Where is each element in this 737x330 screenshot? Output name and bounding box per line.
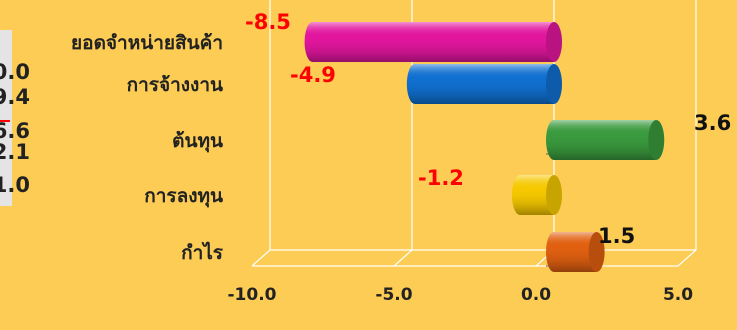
- side-panel: [0, 30, 12, 206]
- chart-bars: [304, 22, 665, 272]
- category-label: กำไร: [181, 241, 224, 264]
- left-number: 0.0: [0, 60, 30, 84]
- category-label: การลงทุน: [144, 185, 223, 208]
- bar: [546, 120, 665, 160]
- left-number: 2.1: [0, 140, 30, 164]
- x-tick-labels: -10.0 -5.0 0.0 5.0: [228, 285, 694, 305]
- x-tick-label: -5.0: [375, 285, 412, 305]
- category-label: ยอดจำหน่ายสินค้า: [71, 32, 223, 54]
- left-number: 6.6: [0, 119, 30, 143]
- value-label: -1.2: [418, 166, 464, 190]
- value-labels: -8.5 -4.9 3.6 -1.2 1.5: [245, 10, 731, 248]
- gridline-depth: [393, 249, 413, 267]
- bar: [511, 175, 562, 215]
- gridline-depth: [251, 249, 271, 267]
- value-label: -4.9: [290, 63, 336, 87]
- x-tick-label: -10.0: [228, 285, 277, 305]
- chart-grid: [251, 0, 697, 267]
- x-tick-label: 5.0: [663, 285, 693, 305]
- bar: [406, 64, 562, 104]
- gridline-depth: [677, 249, 697, 267]
- left-numbers: 0.09.4 6.62.1 1.0: [0, 60, 30, 197]
- category-labels: ยอดจำหน่ายสินค้าการจ้างงานต้นทุนการลงทุน…: [71, 32, 224, 264]
- left-number: 9.4: [0, 85, 30, 109]
- x-tick-label: 0.0: [521, 285, 551, 305]
- value-label: 3.6: [694, 111, 731, 135]
- category-label: การจ้างงาน: [127, 74, 223, 96]
- bar: [304, 22, 562, 62]
- left-number: 1.0: [0, 173, 30, 197]
- bar: [546, 232, 605, 272]
- value-label: -8.5: [245, 10, 291, 34]
- category-label: ต้นทุน: [172, 130, 223, 153]
- value-label: 1.5: [598, 224, 635, 248]
